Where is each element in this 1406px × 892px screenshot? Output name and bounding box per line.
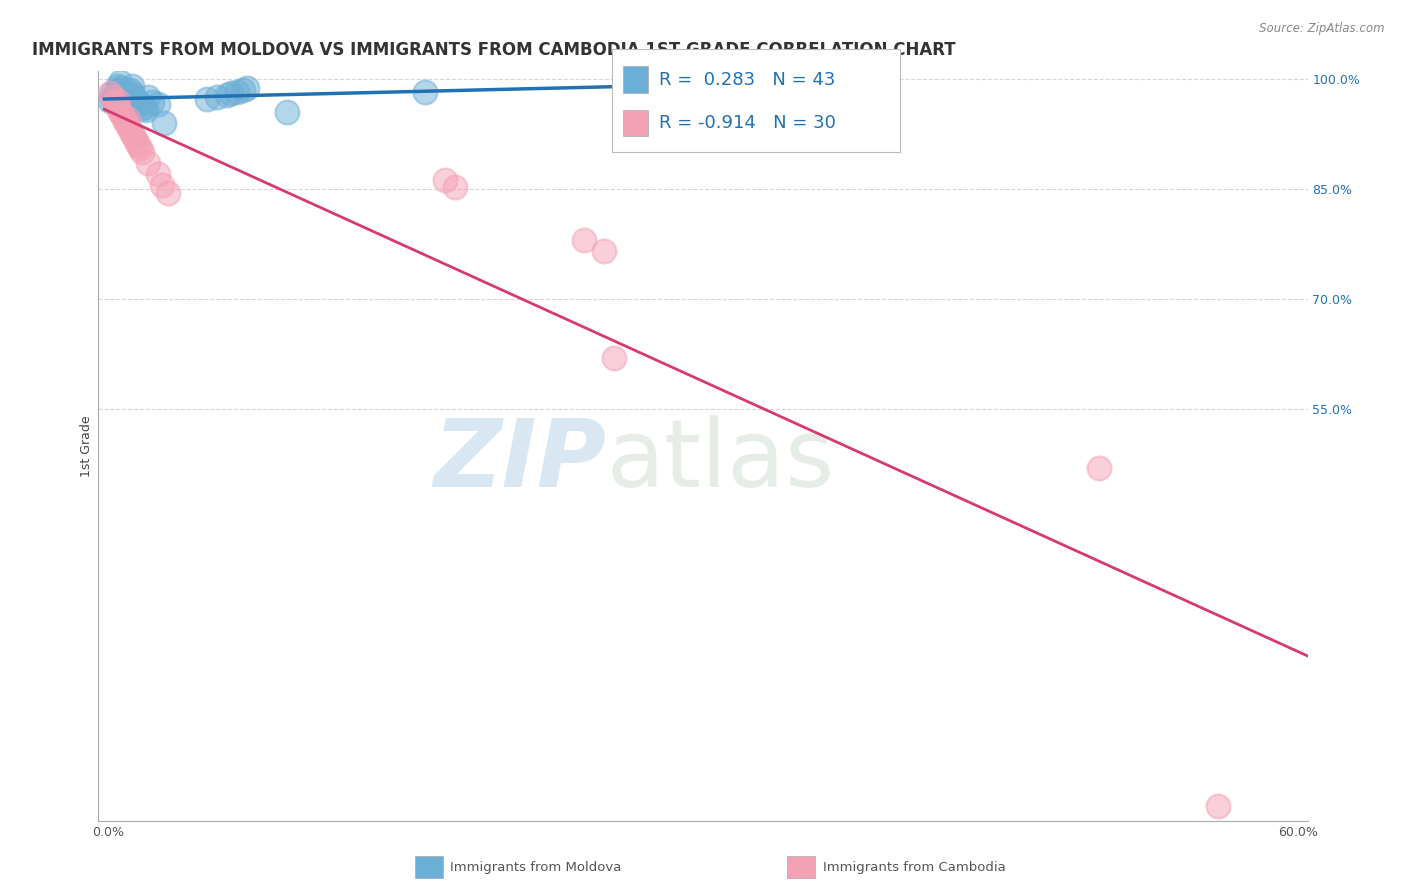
Point (101, 90, 124, 104)
Point (415, 85, 437, 99)
Y-axis label: 1st Grade: 1st Grade (80, 415, 93, 477)
Text: Immigrants from Moldova: Immigrants from Moldova (450, 861, 621, 873)
Point (115, 101, 138, 115)
Point (103, 94, 125, 108)
Point (103, 92, 125, 106)
Point (129, 141, 152, 155)
Text: Source: ZipAtlas.com: Source: ZipAtlas.com (1260, 22, 1385, 36)
Point (146, 167, 169, 181)
Point (236, 80, 259, 95)
Point (276, 104, 298, 119)
Point (117, 95, 139, 110)
Point (603, 351, 626, 365)
Point (125, 94, 148, 108)
Point (219, 87, 242, 101)
Point (110, 75, 132, 89)
Point (121, 87, 143, 101)
Point (101, 87, 124, 101)
Text: IMMIGRANTS FROM MOLDOVA VS IMMIGRANTS FROM CAMBODIA 1ST GRADE CORRELATION CHART: IMMIGRANTS FROM MOLDOVA VS IMMIGRANTS FR… (32, 41, 956, 59)
Point (115, 90, 138, 104)
Point (127, 137, 149, 152)
Point (110, 104, 132, 119)
Point (153, 116, 176, 130)
Point (110, 80, 132, 95)
Point (111, 108, 134, 122)
Point (156, 186, 179, 200)
Point (98, 87, 121, 101)
Point (121, 78, 143, 93)
Point (105, 97, 128, 112)
Point (101, 90, 124, 104)
Point (135, 103, 157, 117)
Point (444, 180, 467, 194)
Text: R = -0.914   N = 30: R = -0.914 N = 30 (659, 114, 837, 132)
Point (125, 134, 148, 148)
Point (120, 123, 142, 137)
Point (141, 95, 163, 110)
Point (127, 95, 149, 110)
Point (117, 112, 139, 127)
Point (593, 244, 616, 259)
Point (120, 87, 142, 102)
Point (207, 90, 229, 104)
Point (146, 97, 169, 112)
Point (105, 87, 128, 102)
Point (122, 130, 145, 145)
Point (112, 94, 135, 108)
Text: ZIP: ZIP (433, 415, 606, 507)
Point (107, 78, 129, 93)
Point (103, 95, 125, 110)
Point (117, 92, 139, 106)
Point (98, 94, 121, 108)
Text: R =  0.283   N = 43: R = 0.283 N = 43 (659, 70, 835, 89)
Point (226, 85, 249, 99)
Point (129, 97, 152, 112)
Point (120, 83, 142, 97)
Text: Immigrants from Cambodia: Immigrants from Cambodia (823, 861, 1005, 873)
Point (434, 173, 457, 187)
Point (131, 145, 153, 160)
Point (115, 116, 138, 130)
Point (122, 90, 145, 104)
Point (197, 92, 219, 106)
Point (572, 233, 595, 247)
Text: atlas: atlas (606, 415, 835, 507)
Point (121, 127, 143, 141)
Point (1088, 461, 1111, 475)
Point (217, 87, 239, 102)
Point (136, 156, 159, 170)
Point (112, 97, 135, 112)
Point (136, 90, 159, 104)
Point (107, 94, 129, 108)
Point (1208, 799, 1230, 814)
Point (132, 101, 155, 115)
Point (111, 85, 134, 99)
Point (131, 100, 153, 114)
Point (633, 73, 655, 87)
Point (150, 178, 173, 193)
Point (117, 120, 139, 134)
Point (107, 101, 129, 115)
Point (112, 112, 135, 127)
Point (232, 83, 254, 97)
Point (107, 83, 129, 97)
Point (111, 90, 134, 104)
